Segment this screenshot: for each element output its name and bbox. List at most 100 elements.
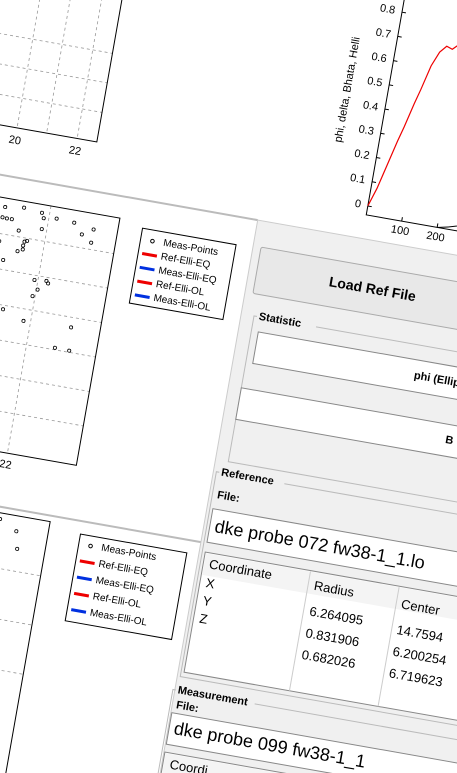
bottom-chart: Meas-PointsRef-Elli-EQMeas-Elli-EQRef-El… [0,462,188,773]
text-field[interactable] [235,387,457,507]
file-label: File: [216,489,240,505]
legend-marker [88,543,93,549]
grid-line [0,56,103,113]
scatter-dot [1,307,6,312]
scatter-dot [79,232,84,237]
grid-line [0,260,102,323]
load-button[interactable] [252,246,457,337]
file-field[interactable] [206,508,457,630]
table-cell: Y [202,593,213,609]
column-line [288,571,311,691]
scatter-dot [89,240,94,245]
y-tick-label: 0.3 [358,123,375,137]
scatter-dot [67,348,72,353]
legend-marker [141,252,158,258]
plot-frame [0,155,121,466]
x-tick-label: 22 [0,458,12,472]
scatter-dot [69,325,74,330]
y-tick-label: 0.1 [349,172,366,186]
legend [64,533,188,641]
group-label-bg [255,309,318,334]
legend-marker [137,279,153,286]
x-tick-label: 20 [8,134,22,148]
group-label-bg [174,683,256,711]
scatter-dot [35,287,40,292]
scatter-dot [1,257,6,262]
group-box [179,471,457,764]
grid-line [0,0,113,54]
legend-marker [150,238,155,244]
control-panel [100,219,457,773]
legend-marker [134,293,150,299]
field-label: B [444,434,454,447]
scatter-dot [44,278,49,283]
y-tick-label: 0.5 [366,75,383,89]
scatter-dot [3,205,8,210]
y-tick-label: 0.7 [375,27,392,41]
file-label: File: [175,699,199,715]
scatter-dot [39,227,44,232]
y-tick [401,11,407,14]
scatter-dot [0,517,3,522]
legend-marker [139,265,155,272]
grid-line [0,294,96,358]
scatter-dot [40,210,45,215]
table-header [202,553,457,662]
y-tick-label: 0.2 [353,148,370,162]
top-chart: 20 22 [0,0,154,158]
y-tick [372,181,377,183]
scatter-dot [15,546,20,551]
legend-marker [79,559,95,565]
grid-line [0,329,90,392]
scatter-dot [30,294,35,299]
y-tick [376,157,381,159]
group-box [120,688,457,773]
x-tick [436,223,439,228]
column-line [377,587,400,707]
panel-divider [0,438,202,544]
table-cell: Z [198,611,208,627]
y-tick [389,84,394,87]
scatter-dot [52,345,57,350]
scatter-dot [54,216,59,221]
scatter-dot [14,529,19,534]
scatter-dot [41,216,46,221]
y-tick [380,132,385,135]
x-tick-label: 100 [390,223,410,238]
legend-marker [70,608,87,614]
scatter-dot [20,247,25,252]
scatter-dot [9,217,14,222]
column-header: Radius [313,578,356,600]
y-tick-label: 0.8 [379,2,396,16]
y-tick [397,35,402,38]
column-header: Coordi [169,757,209,773]
curve [367,43,457,207]
scatter-dot [0,239,2,244]
legend-marker [76,575,92,582]
grid-line [0,191,114,254]
panel-divider [0,116,258,222]
x-tick [401,217,403,222]
y-tick-label: 0.4 [362,99,379,113]
file-field[interactable] [165,712,457,773]
text-field[interactable] [252,331,457,451]
column-header: Center [400,596,442,618]
scatter-dot [91,227,96,232]
table [183,551,457,760]
x-tick-label: 200 [425,230,445,245]
scatter-dot [32,277,37,282]
scatter-dot [15,249,20,254]
scatter-dot [72,220,77,225]
grid-line [0,363,84,427]
grid-line [0,225,108,289]
grid-line [0,26,108,84]
plot-frame [0,462,51,773]
table-cell: X [205,575,216,591]
y-tick-label: 0 [354,198,362,211]
legend [128,227,237,321]
middle-chart: 22 Meas-PointsRef-Elli-EQMeas-Elli-EQRef… [0,155,237,472]
scatter-dot [25,238,30,243]
scatter-dot [21,318,26,323]
